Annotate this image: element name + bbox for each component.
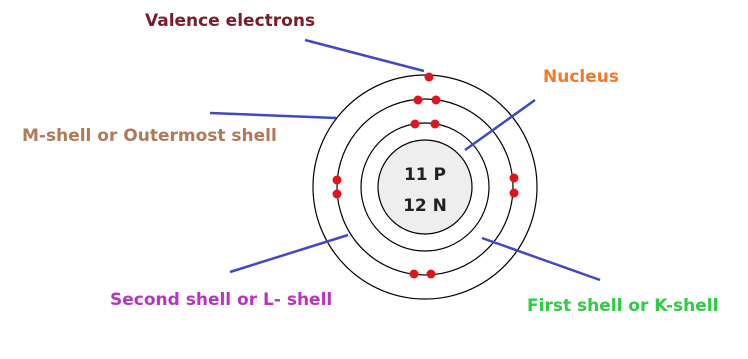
electron — [424, 72, 434, 82]
label: Second shell or L- shell — [110, 290, 332, 310]
pointer-line — [304, 38, 425, 73]
electron — [413, 95, 423, 105]
pointer-line — [464, 98, 536, 152]
electron — [332, 175, 342, 185]
label: Valence electrons — [145, 11, 315, 31]
electron — [430, 119, 440, 129]
electron — [410, 119, 420, 129]
proton-count: 11 P — [404, 165, 446, 185]
label: Nucleus — [543, 67, 619, 87]
electron — [509, 173, 519, 183]
first-shell — [360, 122, 490, 252]
neutron-count: 12 N — [403, 196, 447, 216]
electron — [509, 188, 519, 198]
pointer-line — [229, 233, 349, 274]
electrons — [332, 72, 519, 279]
second-shell — [336, 98, 514, 276]
pointer-lines — [209, 38, 601, 282]
shells — [312, 74, 538, 300]
nucleus — [377, 139, 473, 235]
electron — [431, 95, 441, 105]
pointer-line — [481, 236, 601, 282]
electron — [426, 269, 436, 279]
label: M-shell or Outermost shell — [22, 126, 277, 146]
electron — [409, 269, 419, 279]
electron — [332, 189, 342, 199]
pointer-line — [209, 111, 337, 120]
label: First shell or K-shell — [527, 296, 718, 316]
